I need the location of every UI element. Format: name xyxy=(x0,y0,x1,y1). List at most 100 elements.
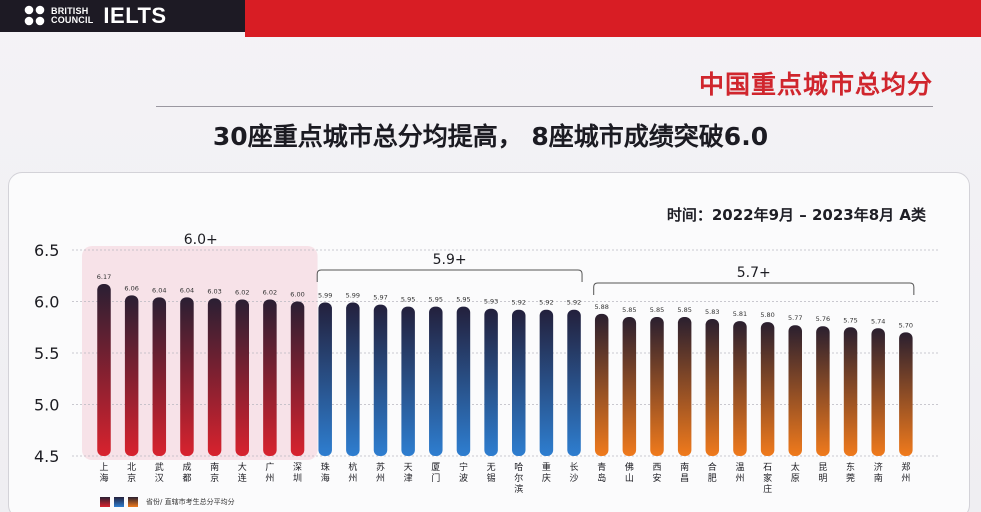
bar-温州 xyxy=(733,321,747,456)
bar-珠海 xyxy=(318,302,332,456)
category-label: 西安 xyxy=(652,462,661,484)
bar-太原 xyxy=(788,325,802,456)
category-label: 重庆 xyxy=(542,461,551,484)
value-label: 5.77 xyxy=(788,314,802,322)
value-label: 5.85 xyxy=(677,306,691,314)
brand-org-line1: BRITISH xyxy=(51,6,89,16)
brand-bar xyxy=(0,0,245,32)
category-label: 石家庄 xyxy=(763,463,772,495)
y-tick-label: 6.0 xyxy=(34,293,59,312)
time-range-label: 时间：2022年9月 – 2023年8月 A类 xyxy=(666,206,926,224)
legend-label: 省份/ 直辖市考生总分平均分 xyxy=(146,498,235,506)
category-label: 昆明 xyxy=(818,462,827,484)
value-label: 5.88 xyxy=(594,303,608,311)
category-label: 长沙 xyxy=(570,461,579,484)
bar-长沙 xyxy=(567,309,581,456)
bar-合肥 xyxy=(705,319,720,456)
value-label: 5.81 xyxy=(733,310,747,318)
value-label: 5.85 xyxy=(650,306,664,314)
bar-北京 xyxy=(124,295,139,456)
value-label: 6.00 xyxy=(290,291,304,299)
bar-天津 xyxy=(401,306,415,456)
category-label: 珠海 xyxy=(321,461,330,484)
bar-济南 xyxy=(871,328,885,456)
bar-大连 xyxy=(235,299,249,456)
bar-哈尔滨 xyxy=(512,309,526,456)
category-label: 武汉 xyxy=(155,461,164,484)
bar-昆明 xyxy=(816,326,830,456)
category-label: 郑州 xyxy=(901,461,910,484)
y-tick-label: 6.5 xyxy=(34,241,59,260)
category-label: 南昌 xyxy=(680,461,689,484)
value-label: 6.04 xyxy=(152,286,166,294)
value-label: 5.95 xyxy=(401,296,415,304)
y-tick-label: 4.5 xyxy=(34,447,59,466)
bar-青岛 xyxy=(594,313,609,456)
group-label-3: 5.7+ xyxy=(737,265,771,281)
value-label: 5.85 xyxy=(622,306,636,314)
bar-宁波 xyxy=(456,306,471,456)
group-label-2: 5.9+ xyxy=(433,252,467,268)
bar-石家庄 xyxy=(760,322,775,456)
value-label: 5.76 xyxy=(816,315,830,323)
category-label: 苏州 xyxy=(376,461,385,484)
bar-上海 xyxy=(97,283,111,456)
page-title: 中国重点城市总均分 xyxy=(698,70,933,99)
category-label: 上海 xyxy=(99,462,108,484)
bar-无锡 xyxy=(484,308,498,456)
category-label: 太原 xyxy=(791,461,800,484)
brand-org-line2: COUNCIL xyxy=(51,15,94,25)
value-label: 5.99 xyxy=(346,292,360,300)
value-label: 5.75 xyxy=(843,316,857,324)
title-divider xyxy=(156,106,933,107)
value-label: 6.03 xyxy=(207,287,221,295)
value-label: 6.17 xyxy=(97,273,111,281)
value-label: 5.80 xyxy=(760,311,774,319)
category-label: 杭州 xyxy=(348,461,357,484)
bar-西安 xyxy=(650,316,664,456)
value-label: 5.95 xyxy=(429,296,443,304)
legend-swatch-blue xyxy=(114,497,124,507)
category-label: 深圳 xyxy=(293,462,302,484)
value-label: 5.74 xyxy=(871,317,885,325)
value-label: 6.06 xyxy=(124,284,138,292)
category-label: 合肥 xyxy=(708,461,717,484)
category-label: 南京 xyxy=(210,461,219,484)
bar-南昌 xyxy=(677,316,692,456)
value-label: 5.70 xyxy=(899,321,913,329)
highlight-box xyxy=(82,246,318,460)
bar-郑州 xyxy=(899,332,913,456)
chart-legend: 省份/ 直辖市考生总分平均分 xyxy=(100,497,235,507)
value-label: 5.83 xyxy=(705,308,719,316)
category-label: 宁波 xyxy=(459,461,468,484)
legend-swatch-orange xyxy=(128,497,138,507)
category-label: 无锡 xyxy=(487,462,496,484)
bar-重庆 xyxy=(539,309,554,456)
value-label: 6.02 xyxy=(263,288,277,296)
brand-org-name: BRITISH COUNCIL xyxy=(51,7,93,25)
value-label: 5.97 xyxy=(373,294,387,302)
value-label: 5.92 xyxy=(512,299,526,307)
bar-厦门 xyxy=(429,306,443,456)
brand-product: IELTS xyxy=(103,3,167,28)
group-bracket-2 xyxy=(316,269,583,282)
group-bracket-3 xyxy=(593,282,915,295)
category-label: 广州 xyxy=(265,461,274,484)
category-label: 济南 xyxy=(874,461,883,484)
category-label: 青岛 xyxy=(597,461,606,484)
british-council-dots-icon xyxy=(24,5,45,26)
bar-武汉 xyxy=(152,297,167,456)
legend-swatch-red xyxy=(100,497,110,507)
value-label: 5.92 xyxy=(539,299,553,307)
category-label: 佛山 xyxy=(625,461,634,484)
bar-深圳 xyxy=(290,301,305,456)
value-label: 6.04 xyxy=(180,286,194,294)
category-label: 成都 xyxy=(182,461,191,484)
y-tick-label: 5.5 xyxy=(34,344,59,363)
group-label-1: 6.0+ xyxy=(184,232,218,248)
bar-苏州 xyxy=(373,304,388,456)
bar-佛山 xyxy=(622,316,637,456)
value-label: 5.93 xyxy=(484,298,498,306)
